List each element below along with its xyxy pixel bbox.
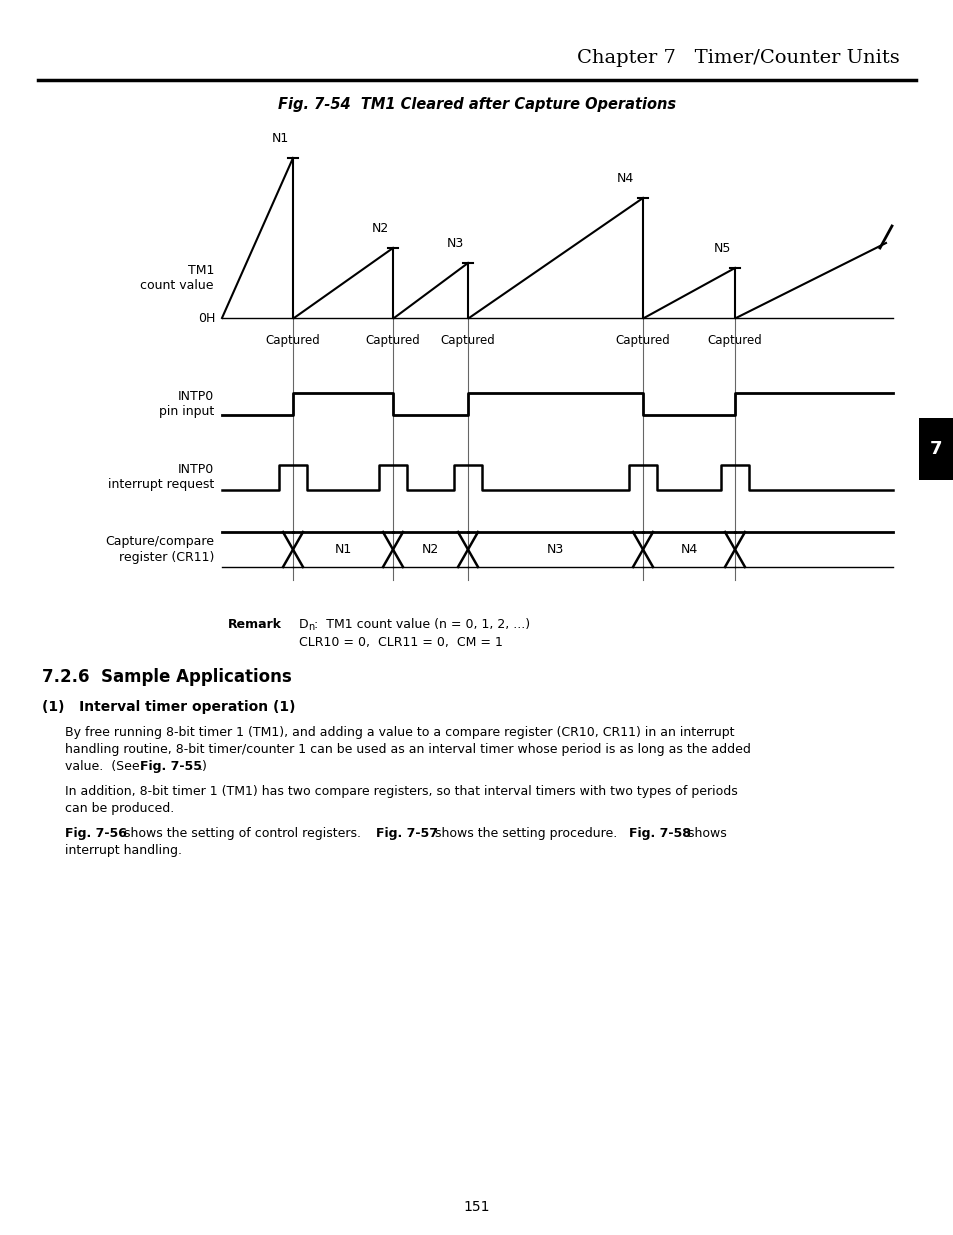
Text: N3: N3	[446, 237, 463, 249]
Text: N5: N5	[713, 242, 730, 254]
Text: Captured: Captured	[615, 333, 670, 347]
Text: CLR10 = 0,  CLR11 = 0,  CM = 1: CLR10 = 0, CLR11 = 0, CM = 1	[298, 636, 502, 650]
Text: N4: N4	[616, 172, 633, 185]
Text: 7: 7	[929, 440, 942, 458]
Text: .): .)	[199, 760, 208, 773]
Text: TM1
count value: TM1 count value	[140, 264, 213, 291]
Text: Captured: Captured	[440, 333, 495, 347]
Text: Fig. 7-55: Fig. 7-55	[140, 760, 202, 773]
Text: Chapter 7   Timer/Counter Units: Chapter 7 Timer/Counter Units	[577, 49, 899, 67]
Text: 151: 151	[463, 1200, 490, 1214]
Text: N1: N1	[334, 543, 352, 556]
Text: shows the setting procedure.: shows the setting procedure.	[431, 827, 624, 840]
Text: N2: N2	[421, 543, 438, 556]
Bar	[918, 417, 953, 480]
Text: value.  (See: value. (See	[65, 760, 144, 773]
Text: Remark: Remark	[228, 618, 282, 631]
Text: N4: N4	[679, 543, 697, 556]
Text: :  TM1 count value (n = 0, 1, 2, ...): : TM1 count value (n = 0, 1, 2, ...)	[314, 618, 530, 631]
Text: In addition, 8-bit timer 1 (TM1) has two compare registers, so that interval tim: In addition, 8-bit timer 1 (TM1) has two…	[65, 785, 737, 798]
Text: can be produced.: can be produced.	[65, 802, 174, 815]
Text: D: D	[298, 618, 309, 631]
Text: shows: shows	[683, 827, 726, 840]
Text: INTP0
pin input: INTP0 pin input	[158, 390, 213, 417]
Text: N3: N3	[546, 543, 563, 556]
Text: INTP0
interrupt request: INTP0 interrupt request	[108, 463, 213, 492]
Text: Captured: Captured	[365, 333, 420, 347]
Text: handling routine, 8-bit timer/counter 1 can be used as an interval timer whose p: handling routine, 8-bit timer/counter 1 …	[65, 743, 750, 756]
Text: shows the setting of control registers.: shows the setting of control registers.	[120, 827, 369, 840]
Text: Fig. 7-56: Fig. 7-56	[65, 827, 127, 840]
Text: n: n	[308, 622, 314, 632]
Text: Captured: Captured	[707, 333, 761, 347]
Text: N1: N1	[271, 132, 289, 144]
Text: By free running 8-bit timer 1 (TM1), and adding a value to a compare register (C: By free running 8-bit timer 1 (TM1), and…	[65, 726, 734, 739]
Text: 7.2.6  Sample Applications: 7.2.6 Sample Applications	[42, 668, 292, 685]
Text: interrupt handling.: interrupt handling.	[65, 844, 182, 857]
Text: Fig. 7-57: Fig. 7-57	[375, 827, 437, 840]
Text: (1)   Interval timer operation (1): (1) Interval timer operation (1)	[42, 700, 295, 714]
Text: Captured: Captured	[265, 333, 320, 347]
Text: Fig. 7-58: Fig. 7-58	[628, 827, 690, 840]
Text: Capture/compare
register (CR11): Capture/compare register (CR11)	[105, 536, 213, 563]
Text: 0H: 0H	[198, 311, 215, 325]
Text: N2: N2	[371, 222, 388, 235]
Text: Fig. 7-54  TM1 Cleared after Capture Operations: Fig. 7-54 TM1 Cleared after Capture Oper…	[277, 96, 676, 111]
